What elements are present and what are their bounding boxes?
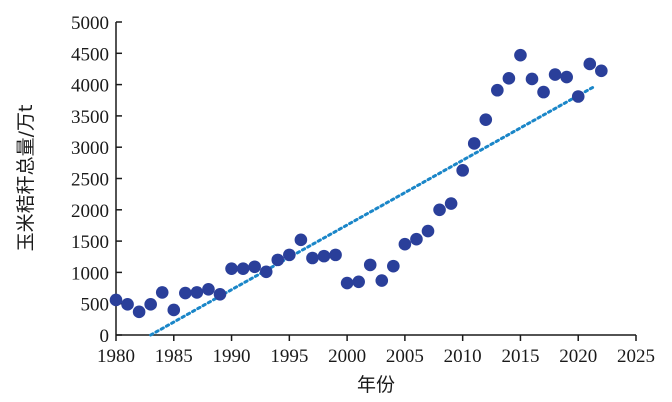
y-tick-label-4000: 4000 xyxy=(71,76,109,97)
data-point-1989 xyxy=(213,288,227,301)
y-tick-label-500: 500 xyxy=(81,295,110,316)
data-point-2022 xyxy=(595,64,608,78)
data-point-1994 xyxy=(271,253,285,267)
x-tick-label-1990: 1990 xyxy=(213,346,251,367)
y-tick-label-1000: 1000 xyxy=(71,263,109,284)
x-tick-label-2010: 2010 xyxy=(444,346,482,367)
data-point-2018 xyxy=(548,68,562,81)
data-point-1991 xyxy=(236,262,250,275)
y-tick-label-0: 0 xyxy=(100,326,110,347)
data-point-2014 xyxy=(502,72,516,85)
data-point-1985 xyxy=(167,303,181,317)
data-point-2002 xyxy=(363,258,377,272)
y-axis-title: 玉米秸秆总量/万t xyxy=(15,105,37,252)
y-tick-label-3500: 3500 xyxy=(71,107,109,128)
y-tick-label-3000: 3000 xyxy=(71,138,109,159)
data-point-1980 xyxy=(109,293,123,307)
y-tick-label-5000: 5000 xyxy=(71,13,109,34)
y-tick-label-2500: 2500 xyxy=(71,170,109,191)
data-points xyxy=(109,48,608,319)
data-point-1992 xyxy=(248,260,261,274)
x-tick-label-1995: 1995 xyxy=(270,346,308,367)
data-point-2012 xyxy=(479,113,493,126)
data-point-2000 xyxy=(340,276,354,290)
data-point-2015 xyxy=(514,48,527,62)
data-point-2017 xyxy=(537,85,550,99)
data-point-2011 xyxy=(467,137,481,150)
data-point-1984 xyxy=(155,286,169,299)
data-point-2019 xyxy=(560,70,573,84)
x-tick-label-2005: 2005 xyxy=(386,346,424,367)
data-point-1997 xyxy=(306,251,319,265)
data-point-2010 xyxy=(456,164,469,177)
x-tick-label-2015: 2015 xyxy=(501,346,539,367)
x-tick-label-2025: 2025 xyxy=(617,346,655,367)
x-tick-label-1985: 1985 xyxy=(155,346,193,367)
data-point-2004 xyxy=(387,259,400,273)
data-point-1999 xyxy=(329,248,342,262)
data-point-2005 xyxy=(398,237,412,251)
data-point-1993 xyxy=(259,265,273,279)
y-tick-label-2000: 2000 xyxy=(71,201,109,222)
y-tick-label-1500: 1500 xyxy=(71,232,109,253)
data-point-1990 xyxy=(225,262,238,275)
data-point-2009 xyxy=(444,197,458,210)
tick-labels: 1980 1985 1990 1995 2000 2005 2010 2015 2020 2025… xyxy=(71,13,655,367)
data-point-1986 xyxy=(179,286,192,300)
x-tick-label-2000: 2000 xyxy=(328,346,366,367)
y-tick-label-4500: 4500 xyxy=(71,44,109,65)
x-tick-label-2020: 2020 xyxy=(559,346,597,367)
data-point-1998 xyxy=(317,249,331,263)
data-point-2001 xyxy=(352,275,365,289)
data-point-1995 xyxy=(283,248,296,262)
data-point-2016 xyxy=(525,72,539,86)
data-point-2013 xyxy=(491,83,504,97)
data-point-2003 xyxy=(375,274,389,287)
data-point-2008 xyxy=(433,203,446,217)
x-tick-label-1980: 1980 xyxy=(97,346,135,367)
data-point-1987 xyxy=(190,286,204,299)
data-point-2007 xyxy=(421,224,435,238)
data-point-1982 xyxy=(132,305,146,319)
data-point-1981 xyxy=(121,298,134,311)
data-point-2021 xyxy=(583,57,597,71)
data-point-2006 xyxy=(410,232,423,246)
data-point-1988 xyxy=(202,283,215,296)
data-point-2020 xyxy=(571,90,585,103)
data-point-1996 xyxy=(294,233,308,247)
data-point-1983 xyxy=(144,298,157,311)
x-axis-title: 年份 xyxy=(357,374,395,396)
